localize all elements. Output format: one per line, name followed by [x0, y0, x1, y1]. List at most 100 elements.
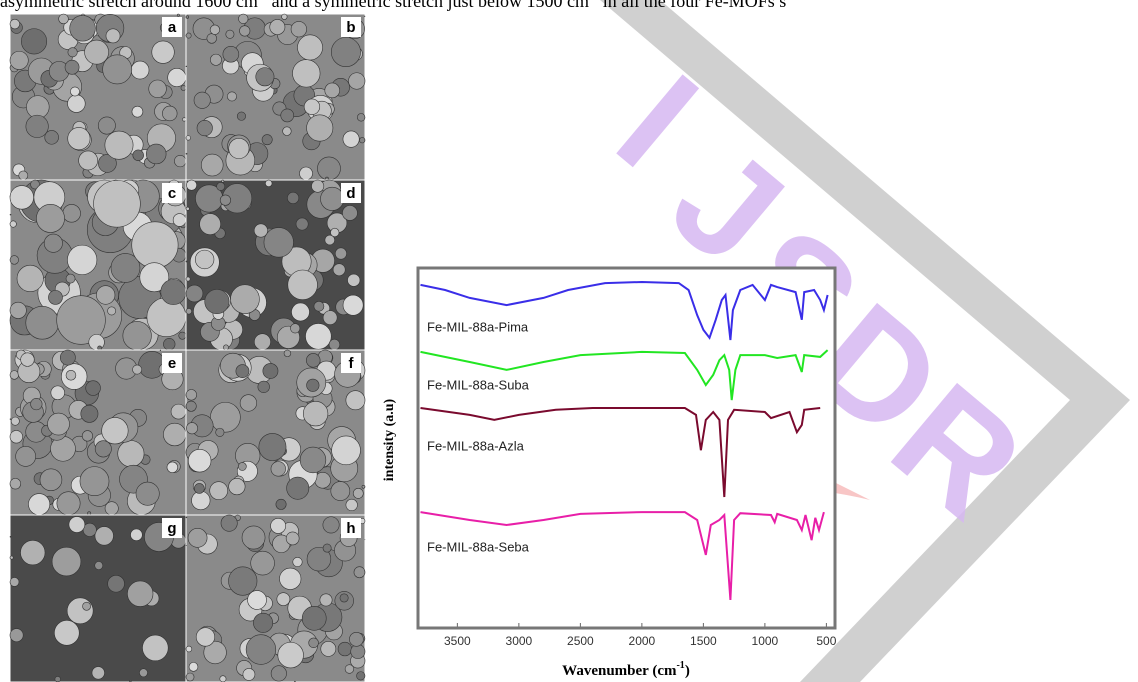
sem-particle — [127, 581, 153, 607]
series-label: Fe-MIL-88a-Pima — [427, 319, 529, 334]
sem-particle — [210, 402, 240, 432]
sem-particle — [207, 34, 217, 44]
sem-particle — [280, 568, 301, 589]
sem-particle — [68, 48, 77, 57]
page: IJSDR abcdefgh 3500300025002000150010005… — [0, 0, 1138, 682]
sem-particle — [10, 536, 11, 537]
sem-particle — [83, 602, 91, 610]
superscript: -1 — [258, 0, 267, 3]
sem-particle — [186, 401, 196, 411]
sem-particle — [21, 29, 46, 54]
sem-particle — [221, 515, 237, 531]
x-tick-label: 3000 — [506, 634, 533, 648]
sem-particle — [163, 423, 186, 446]
sem-particle — [305, 323, 331, 349]
sem-particle — [314, 301, 324, 311]
page-graphics: IJSDR abcdefgh 3500300025002000150010005… — [0, 0, 1138, 682]
panel-label: e — [168, 355, 176, 372]
sem-particle — [186, 390, 197, 401]
sem-particle — [103, 55, 132, 84]
sem-particle — [168, 68, 186, 86]
sem-particle — [201, 154, 223, 176]
sem-particle — [238, 462, 246, 470]
sem-particle — [291, 21, 307, 37]
sem-particle — [351, 644, 365, 658]
sem-particle — [307, 115, 333, 141]
sem-particle — [60, 350, 75, 365]
sem-particle — [287, 477, 309, 499]
sem-particle — [181, 85, 186, 90]
sem-particle — [217, 182, 225, 190]
sem-particle — [146, 144, 166, 164]
sem-particle — [281, 109, 294, 122]
sem-particle — [300, 167, 313, 180]
sem-particle — [312, 180, 324, 192]
sem-particle — [297, 35, 322, 60]
sem-particle — [63, 204, 81, 222]
sem-particle — [338, 642, 352, 656]
panel-label: c — [168, 185, 176, 202]
sem-particle — [16, 446, 36, 466]
sem-particle — [188, 449, 211, 472]
sem-particle — [237, 112, 245, 120]
sem-particle — [320, 187, 343, 210]
sem-particle — [161, 279, 186, 304]
sem-particle — [220, 676, 226, 682]
sem-particle — [192, 491, 211, 510]
sem-particle — [329, 339, 340, 350]
sem-particle — [179, 332, 186, 339]
sem-particle — [98, 346, 102, 350]
sem-particle — [48, 413, 70, 435]
sem-particle — [65, 60, 79, 74]
text: in all the four Fe-MOFs s — [598, 0, 786, 11]
sem-particle — [227, 92, 236, 101]
x-axis-label-sup: -1 — [676, 660, 684, 671]
sem-particle — [44, 234, 62, 252]
sem-particle — [67, 598, 93, 624]
x-axis-label: Wavenumber (cm-1) — [562, 660, 690, 679]
sem-particle — [186, 153, 187, 154]
sem-images: abcdefgh — [10, 14, 365, 682]
sem-particle — [287, 192, 298, 203]
sem-particle — [238, 14, 248, 24]
sem-particle — [302, 606, 326, 630]
sem-particle — [317, 157, 340, 180]
sem-particle — [364, 16, 365, 17]
sem-particle — [57, 492, 80, 515]
sem-particle — [10, 478, 21, 489]
sem-particle — [66, 370, 76, 380]
sem-particle — [177, 14, 179, 16]
sem-particle — [222, 180, 224, 182]
sem-particle — [277, 593, 290, 606]
x-tick-label: 500 — [816, 634, 836, 648]
sem-particle — [10, 221, 16, 227]
sem-particle — [132, 106, 143, 117]
sem-particle — [66, 274, 75, 283]
sem-particle — [323, 311, 337, 325]
sem-particle — [167, 462, 178, 473]
sem-particle — [132, 222, 178, 268]
sem-particle — [264, 228, 294, 258]
sem-particle — [320, 594, 332, 606]
sem-particle — [163, 338, 175, 350]
sem-particle — [68, 127, 90, 149]
sem-particle — [197, 120, 212, 135]
sem-particle — [174, 155, 186, 167]
sem-particle — [147, 298, 186, 337]
panel-label: a — [168, 19, 177, 36]
sem-particle — [292, 60, 320, 88]
sem-particle — [210, 482, 228, 500]
sem-particle — [186, 16, 189, 19]
sem-particle — [309, 638, 319, 648]
sem-particle — [10, 214, 11, 215]
sem-particle — [80, 467, 109, 496]
sem-particle — [10, 302, 26, 318]
sem-particle — [229, 138, 249, 158]
sem-particle — [306, 353, 320, 367]
sem-particle — [105, 131, 133, 159]
sem-particle — [251, 551, 275, 575]
sem-particle — [353, 488, 363, 498]
sem-particle — [271, 666, 286, 681]
sem-particle — [186, 423, 197, 434]
sem-particle — [186, 646, 192, 652]
